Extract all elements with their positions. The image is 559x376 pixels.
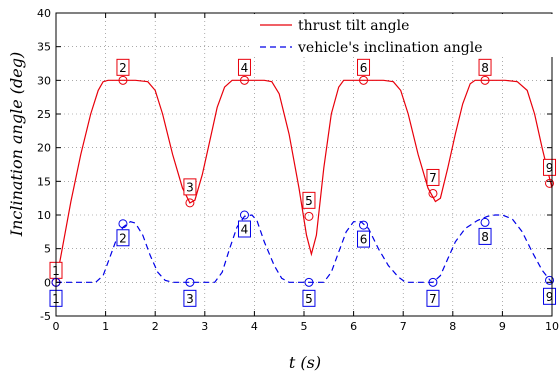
x-tick-label: 4 (251, 320, 258, 333)
x-tick-label: 9 (499, 320, 506, 333)
blue-marker-box (426, 289, 440, 307)
red-marker-text: 9 (546, 161, 554, 175)
x-tick-label: 10 (545, 320, 559, 333)
red-marker-6 (359, 75, 369, 85)
blue-marker-box (478, 227, 492, 245)
y-tick-label: 0 (44, 276, 51, 289)
blue-marker-box (237, 220, 251, 238)
red-marker-label-8: 8 (478, 58, 492, 76)
red-marker-text: 5 (305, 194, 313, 208)
blue-marker-text: 7 (429, 292, 437, 306)
red-marker-box (302, 191, 316, 209)
red-marker-label-3: 3 (183, 178, 197, 196)
blue-marker-text: 9 (546, 290, 554, 304)
blue-marker-3 (185, 277, 195, 287)
grid (55, 12, 553, 317)
legend-box (252, 14, 554, 57)
red-marker-label-6: 6 (357, 58, 371, 76)
blue-marker-label-3: 3 (183, 289, 197, 307)
red-marker-box (357, 58, 371, 76)
legend-label-thrust: thrust tilt angle (298, 18, 409, 34)
legend: thrust tilt angle vehicle's inclination … (252, 14, 554, 57)
y-tick-label: 15 (37, 175, 51, 188)
blue-marker-9 (545, 275, 555, 285)
blue-marker-label-9: 9 (543, 287, 557, 305)
red-marker-box (478, 58, 492, 76)
plot-frame (55, 12, 553, 317)
red-marker-text: 2 (119, 61, 127, 75)
red-marker-box (116, 58, 130, 76)
series-line-thrust (55, 79, 553, 283)
x-axis-title: t (s) (289, 353, 321, 372)
blue-marker-label-2: 2 (116, 229, 130, 247)
blue-marker-4 (239, 210, 249, 220)
blue-marker-box (116, 229, 130, 247)
red-marker-label-4: 4 (237, 58, 251, 76)
red-marker-9 (545, 178, 555, 188)
x-tick-label: 7 (400, 320, 407, 333)
blue-marker-label-5: 5 (302, 289, 316, 307)
blue-marker-6 (359, 220, 369, 230)
red-marker-2 (118, 75, 128, 85)
y-tick-label: 10 (37, 209, 51, 222)
x-tick-label: 6 (350, 320, 357, 333)
red-marker-3 (185, 198, 195, 208)
red-marker-text: 3 (186, 180, 194, 194)
x-tick-label: 3 (201, 320, 208, 333)
y-tick-label: 20 (37, 142, 51, 155)
x-tick-label: 1 (102, 320, 109, 333)
blue-marker-5 (304, 277, 314, 287)
red-marker-label-2: 2 (116, 58, 130, 76)
red-marker-box (426, 168, 440, 186)
blue-marker-8 (480, 217, 490, 227)
y-tick-label: 35 (37, 41, 51, 54)
y-tick-label: 25 (37, 108, 51, 121)
blue-marker-label-6: 6 (357, 230, 371, 248)
blue-marker-text: 8 (481, 230, 489, 244)
legend-label-vehicle: vehicle's inclination angle (297, 40, 483, 56)
y-tick-label: 40 (37, 7, 51, 20)
red-marker-box (183, 178, 197, 196)
blue-marker-box (543, 287, 557, 305)
blue-marker-box (302, 289, 316, 307)
blue-marker-2 (118, 219, 128, 229)
blue-marker-text: 2 (119, 231, 127, 245)
blue-marker-label-4: 4 (237, 220, 251, 238)
red-marker-box (543, 158, 557, 176)
red-marker-8 (480, 75, 490, 85)
x-tick-label: 2 (152, 320, 159, 333)
red-marker-label-7: 7 (426, 168, 440, 186)
blue-marker-7 (428, 277, 438, 287)
red-marker-4 (239, 75, 249, 85)
red-marker-text: 6 (360, 61, 368, 75)
red-marker-5 (304, 211, 314, 221)
red-marker-text: 7 (429, 171, 437, 185)
blue-marker-text: 6 (360, 233, 368, 247)
red-marker-label-9: 9 (543, 158, 557, 176)
blue-marker-label-7: 7 (426, 289, 440, 307)
blue-marker-label-8: 8 (478, 227, 492, 245)
y-tick-label: 30 (37, 74, 51, 87)
y-axis-title: Inclination angle (deg) (7, 52, 26, 237)
blue-marker-text: 5 (305, 292, 313, 306)
red-marker-text: 4 (241, 61, 249, 75)
red-marker-7 (428, 188, 438, 198)
blue-marker-text: 3 (186, 292, 194, 306)
x-tick-label: 5 (301, 320, 308, 333)
blue-marker-text: 4 (241, 223, 249, 237)
y-tick-label: 5 (44, 243, 51, 256)
y-tick-label: -5 (40, 310, 51, 323)
red-marker-label-5: 5 (302, 191, 316, 209)
red-marker-text: 8 (481, 61, 489, 75)
series-lines (55, 79, 553, 283)
blue-marker-box (357, 230, 371, 248)
blue-marker-box (183, 289, 197, 307)
x-tick-label: 0 (53, 320, 60, 333)
x-tick-label: 8 (449, 320, 456, 333)
red-marker-box (237, 58, 251, 76)
series-line-vehicle (56, 214, 553, 283)
